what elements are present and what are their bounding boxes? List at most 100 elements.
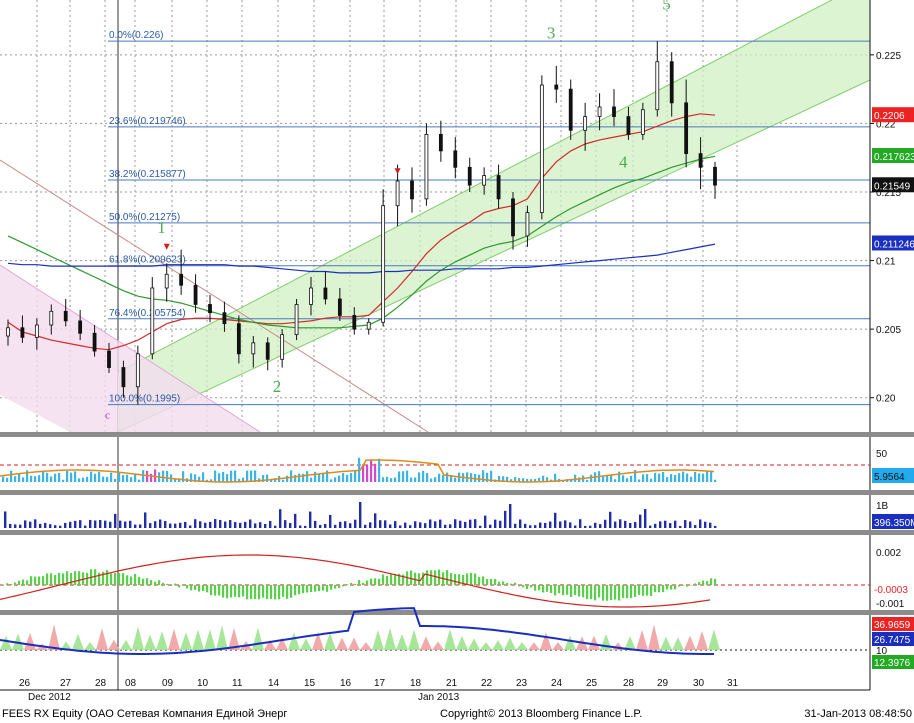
macd-histogram-bar bbox=[430, 570, 433, 585]
footer-timestamp: 31-Jan-2013 08:48:50 bbox=[804, 708, 912, 720]
volume-bar bbox=[429, 519, 432, 528]
volume-bar bbox=[449, 524, 452, 528]
price-tick-label: 0.22 bbox=[876, 119, 896, 130]
volume-bar bbox=[79, 520, 82, 528]
candle-body bbox=[208, 304, 212, 314]
volume-bar bbox=[4, 511, 7, 528]
volume-bar bbox=[414, 521, 417, 528]
macd-histogram-bar bbox=[534, 585, 537, 591]
volume-bar bbox=[379, 520, 382, 528]
macd-histogram-bar bbox=[110, 573, 113, 585]
volume-bar bbox=[434, 521, 437, 528]
volume-bar bbox=[254, 523, 257, 528]
value-label-box bbox=[872, 107, 914, 123]
volume-bar bbox=[249, 519, 252, 528]
macd-histogram-bar bbox=[470, 572, 473, 585]
volume-bar bbox=[459, 520, 462, 528]
macd-histogram-bar bbox=[22, 579, 25, 585]
macd-histogram-bar bbox=[118, 573, 121, 585]
macd-histogram-bar bbox=[574, 585, 577, 596]
rsi-histogram-bar bbox=[86, 476, 89, 482]
volume-bar bbox=[349, 523, 352, 528]
time-tick-label: 29 bbox=[657, 678, 669, 689]
macd-histogram-bar bbox=[474, 573, 477, 585]
rsi-histogram-bar bbox=[362, 464, 365, 482]
volume-bar bbox=[129, 520, 132, 528]
macd-histogram-bar bbox=[250, 585, 253, 600]
candle-body bbox=[236, 323, 241, 355]
dmi-fill-area bbox=[336, 637, 348, 650]
macd-histogram-bar bbox=[246, 585, 249, 600]
rsi-histogram-bar bbox=[90, 471, 93, 482]
volume-bar bbox=[19, 524, 22, 528]
volume-bar bbox=[709, 522, 712, 528]
volume-bar bbox=[299, 525, 302, 528]
macd-histogram-bar bbox=[658, 585, 661, 593]
volume-bar bbox=[604, 519, 607, 528]
macd-histogram-bar bbox=[642, 585, 645, 596]
volume-bar bbox=[509, 504, 512, 528]
macd-histogram-bar bbox=[602, 585, 605, 601]
volume-bar bbox=[309, 511, 312, 528]
volume-bar bbox=[64, 522, 67, 528]
rsi-histogram-bar bbox=[214, 470, 217, 482]
dmi-fill-area bbox=[492, 640, 504, 650]
macd-histogram-bar bbox=[454, 573, 457, 585]
macd-tick-label: -0.001 bbox=[876, 599, 905, 610]
macd-histogram-bar bbox=[458, 574, 461, 585]
macd-histogram-bar bbox=[218, 585, 221, 596]
candle-body bbox=[323, 287, 328, 300]
dmi-fill-area bbox=[444, 629, 456, 650]
rsi-histogram-bar bbox=[210, 479, 213, 482]
fib-level-label: 50.0%(0.21275) bbox=[109, 212, 180, 223]
rsi-histogram-bar bbox=[434, 477, 437, 482]
volume-bar bbox=[144, 512, 147, 528]
macd-histogram-bar bbox=[194, 585, 197, 590]
volume-bar bbox=[44, 522, 47, 528]
rsi-histogram-bar bbox=[70, 472, 73, 482]
volume-value-box bbox=[872, 514, 914, 529]
volume-bar bbox=[84, 525, 87, 528]
volume-bar bbox=[384, 520, 387, 528]
dmi-fill-area bbox=[420, 636, 432, 650]
volume-bar bbox=[124, 521, 127, 528]
candle-body bbox=[150, 287, 155, 355]
macd-histogram-bar bbox=[46, 573, 49, 585]
macd-histogram-bar bbox=[634, 585, 637, 597]
macd-histogram-bar bbox=[34, 576, 37, 585]
rsi-histogram-bar bbox=[542, 475, 545, 482]
volume-bar bbox=[109, 521, 112, 528]
dmi-fill-area bbox=[264, 639, 276, 650]
candle-body bbox=[49, 310, 54, 326]
volume-bar bbox=[454, 519, 457, 528]
volume-bar bbox=[14, 524, 17, 528]
macd-histogram-bar bbox=[266, 585, 269, 600]
time-tick-label: 15 bbox=[304, 678, 316, 689]
macd-histogram-bar bbox=[490, 578, 493, 585]
dmi-fill-area bbox=[144, 634, 156, 650]
macd-histogram-bar bbox=[290, 585, 293, 598]
rsi-histogram-bar bbox=[114, 478, 117, 482]
rsi-histogram-bar bbox=[218, 473, 221, 482]
rsi-histogram-bar bbox=[610, 474, 613, 482]
volume-bar bbox=[564, 520, 567, 528]
dmi-fill-area bbox=[180, 632, 192, 650]
dmi-fill-area bbox=[156, 631, 168, 650]
dmi-fill-area bbox=[528, 642, 540, 650]
macd-histogram-bar bbox=[418, 573, 421, 585]
candle-body bbox=[655, 61, 660, 111]
volume-bar bbox=[34, 519, 37, 528]
macd-histogram-bar bbox=[538, 585, 541, 591]
rsi-histogram-bar bbox=[626, 478, 629, 482]
macd-histogram-bar bbox=[510, 583, 513, 585]
dmi-fill-area bbox=[468, 638, 480, 650]
panel-separator bbox=[0, 610, 914, 615]
candle-body bbox=[20, 327, 25, 338]
time-tick-label: 24 bbox=[551, 678, 563, 689]
value-label-text: 0.211246 bbox=[874, 239, 914, 250]
wave-label: 2 bbox=[273, 377, 282, 396]
dmi-fill-area bbox=[204, 629, 216, 650]
footer-copyright: Copyright© 2013 Bloomberg Finance L.P. bbox=[440, 708, 643, 720]
dmi-fill-area bbox=[72, 633, 84, 650]
rsi-histogram-bar bbox=[530, 479, 533, 482]
